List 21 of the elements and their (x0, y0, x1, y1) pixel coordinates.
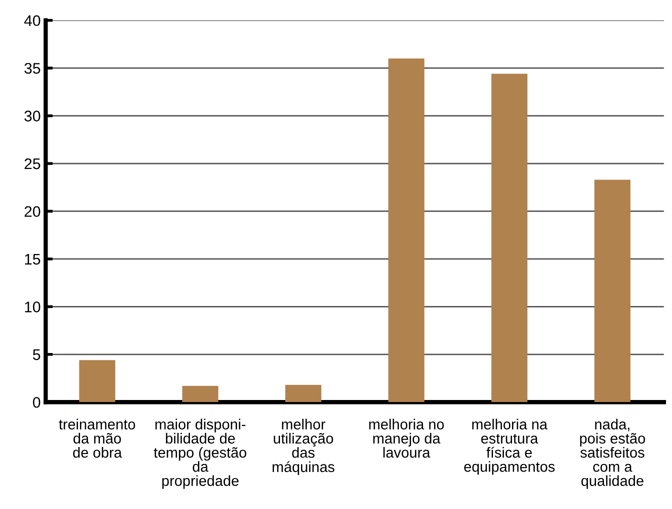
y-tick-label: 20 (24, 206, 40, 217)
bar (388, 58, 424, 402)
y-tick-label: 15 (25, 254, 40, 265)
bar (594, 180, 630, 402)
bar (491, 74, 528, 402)
x-tick-label: treinamento da mão de obra (58, 418, 136, 458)
y-tick-label: 0 (32, 396, 40, 408)
y-tick-label: 5 (32, 349, 40, 360)
bar (285, 384, 322, 402)
x-tick-label: melhoria no manejo da lavoura (369, 418, 444, 458)
bar (182, 386, 218, 402)
x-tick-label: melhoria na estrutura física e equipamentos (464, 418, 555, 475)
x-tick-label: nada, pois estão satisfeitos com a qualidade (580, 418, 646, 489)
y-tick-label: 10 (25, 302, 40, 312)
bar (79, 360, 116, 402)
y-tick-label: 35 (24, 62, 40, 74)
x-tick-label: melhor utilização das máquinas (272, 418, 334, 475)
y-tick-label: 25 (24, 158, 40, 170)
y-tick-label: 40 (24, 15, 40, 26)
y-tick-label: 30 (24, 110, 40, 122)
x-tick-label: maior disponi- bilidade de tempo (gestão da propriedade (154, 418, 246, 489)
